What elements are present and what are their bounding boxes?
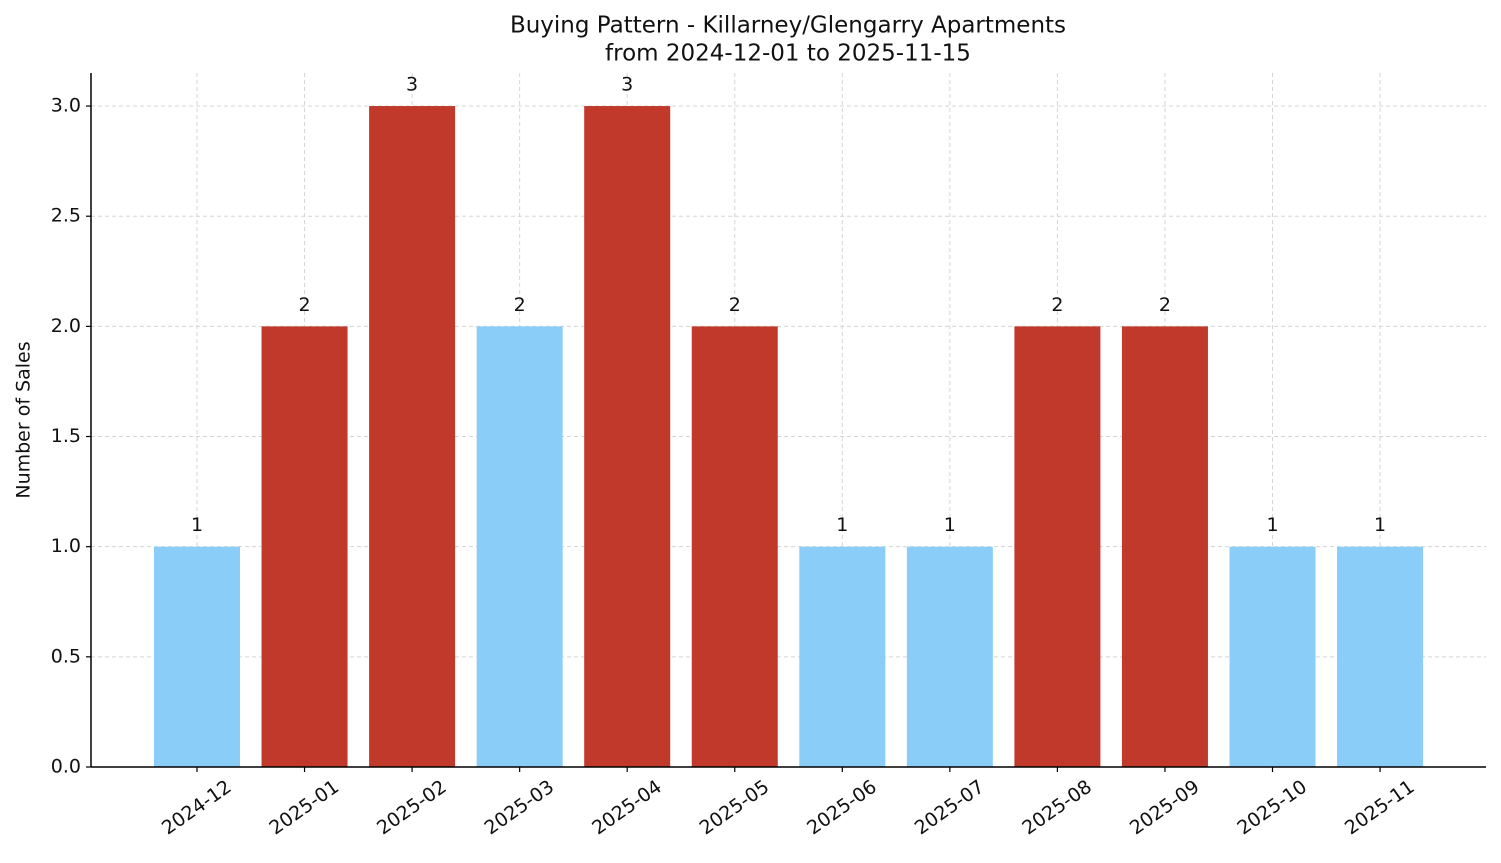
- x-tick-label: 2025-11: [1341, 776, 1419, 840]
- value-label: 1: [1374, 514, 1386, 536]
- bar: [1337, 546, 1424, 767]
- x-tick-label: 2025-06: [803, 776, 881, 840]
- value-label: 1: [191, 514, 203, 536]
- x-tick-label: 2025-10: [1233, 776, 1311, 840]
- bar: [1229, 546, 1316, 767]
- x-tick-label: 2025-01: [265, 776, 343, 840]
- bar: [906, 546, 993, 767]
- value-label: 2: [729, 294, 741, 316]
- y-tick-label: 3.0: [51, 95, 81, 117]
- x-tick-label: 2025-09: [1126, 776, 1204, 840]
- value-label: 2: [299, 294, 311, 316]
- bar: [584, 106, 671, 768]
- chart-subtitle: from 2024-12-01 to 2025-11-15: [605, 41, 971, 67]
- y-tick-label: 1.0: [51, 535, 81, 557]
- bar: [1121, 326, 1208, 767]
- value-label: 1: [836, 514, 848, 536]
- bar: [1014, 326, 1101, 767]
- x-tick-label: 2025-08: [1018, 776, 1096, 840]
- bar: [369, 106, 456, 768]
- bar: [476, 326, 563, 767]
- x-tick-label: 2024-12: [158, 776, 236, 840]
- y-tick-label: 0.0: [51, 756, 81, 778]
- bar: [261, 326, 348, 767]
- y-tick-label: 1.5: [51, 425, 81, 447]
- value-label: 2: [1159, 294, 1171, 316]
- x-tick-label: 2025-03: [481, 776, 559, 840]
- y-tick-label: 0.5: [51, 645, 81, 667]
- value-label: 1: [1266, 514, 1278, 536]
- value-label: 2: [514, 294, 526, 316]
- bar: [799, 546, 886, 767]
- y-tick-label: 2.5: [51, 205, 81, 227]
- x-tick-label: 2025-04: [588, 776, 666, 840]
- x-tick-label: 2025-07: [911, 776, 989, 840]
- x-tick-label: 2025-05: [696, 776, 774, 840]
- bar: [691, 326, 778, 767]
- x-tick-label: 2025-02: [373, 776, 451, 840]
- value-label: 1: [944, 514, 956, 536]
- value-label: 3: [621, 74, 633, 96]
- y-axis-label: Number of Sales: [13, 341, 35, 498]
- chart-title: Buying Pattern - Killarney/Glengarry Apa…: [510, 13, 1066, 39]
- y-tick-label: 2.0: [51, 315, 81, 337]
- value-label: 3: [406, 74, 418, 96]
- value-label: 2: [1051, 294, 1063, 316]
- bar: [154, 546, 240, 767]
